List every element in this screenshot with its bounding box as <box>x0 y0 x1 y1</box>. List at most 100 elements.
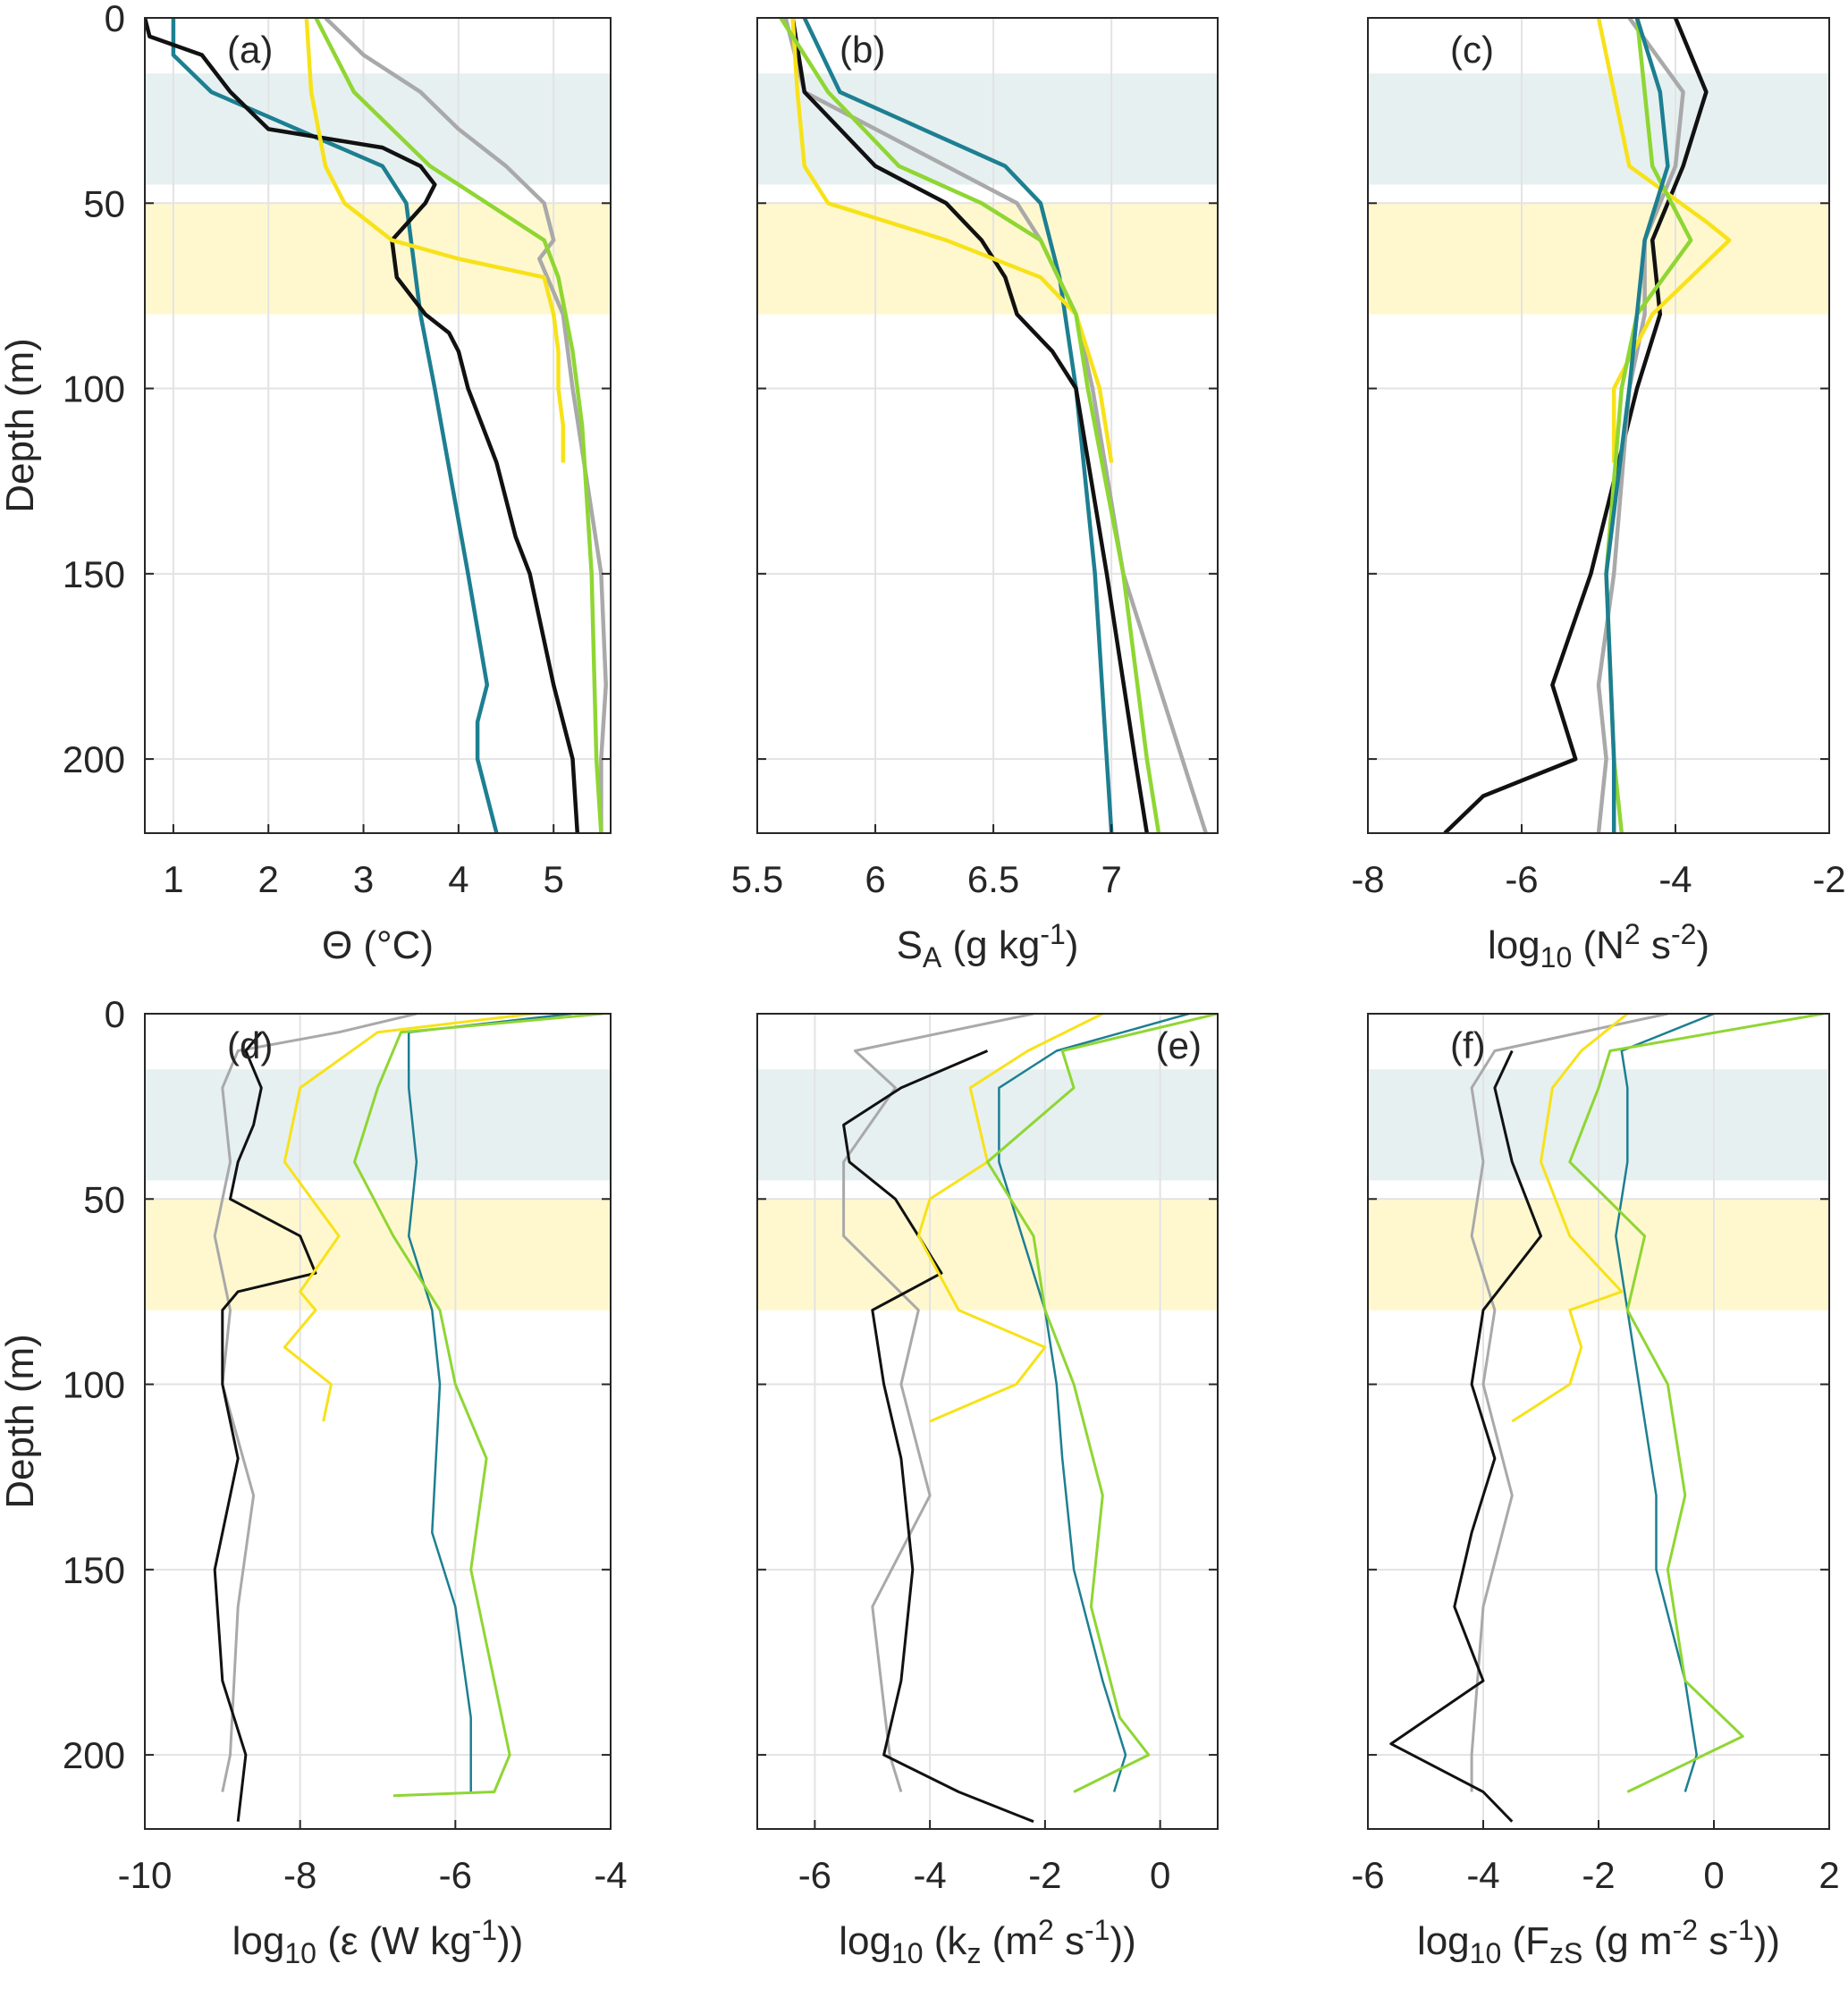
x-tick-label: 4 <box>448 858 468 900</box>
depth-band <box>145 1199 611 1311</box>
x-tick-label: 1 <box>163 858 183 900</box>
x-axis-label-part: S <box>897 923 923 967</box>
x-axis-label: log10 (FzS (g m-2 s-1)) <box>1417 1914 1780 1969</box>
x-axis-label-part: -2 <box>1671 918 1696 950</box>
panel-label: (f) <box>1450 1024 1486 1066</box>
series-group <box>1443 18 1732 833</box>
series-group <box>145 18 608 833</box>
series-line-gray <box>213 1014 418 1792</box>
x-tick-label: -2 <box>1028 1854 1061 1896</box>
panel-label: (d) <box>227 1024 273 1066</box>
panel-label: (e) <box>1156 1024 1202 1066</box>
x-axis-label-part: (g m <box>1582 1919 1672 1963</box>
depth-band <box>1368 203 1829 315</box>
y-tick-label: 150 <box>63 553 125 595</box>
x-axis-label-part: z <box>966 1937 981 1969</box>
x-tick-label: -8 <box>1351 858 1384 900</box>
panel-e: -6 -4 -2 0 log10 (kz (m2 s-1)) (e) <box>756 1013 1219 1969</box>
x-axis-label-part: 2 <box>1038 1914 1054 1946</box>
x-axis-label-part: 10 <box>891 1937 924 1969</box>
axes-box <box>144 1013 612 1830</box>
panel-label: (a) <box>227 29 273 71</box>
series-line-black <box>1443 18 1709 833</box>
depth-band <box>757 1199 1218 1311</box>
x-tick-label: -4 <box>1658 858 1692 900</box>
x-axis-label-part: (N <box>1572 923 1624 967</box>
x-tick-label: -2 <box>1812 858 1845 900</box>
x-axis-label-part: A <box>923 941 942 973</box>
x-tick-label: -4 <box>1466 1854 1499 1896</box>
axes-box <box>144 17 612 834</box>
y-axis-label: Depth (m) <box>0 1334 42 1509</box>
series-line-black <box>842 1049 1034 1824</box>
depth-band <box>145 73 611 185</box>
series-line-black <box>145 18 580 833</box>
x-axis-label-part: s <box>1698 1919 1728 1963</box>
x-axis-label-part: )) <box>1754 1919 1780 1963</box>
series-line-teal <box>407 1014 572 1792</box>
x-axis-label-part: log <box>1417 1919 1470 1963</box>
x-axis-label-part: (g kg <box>941 923 1040 967</box>
x-tick-label: -2 <box>1582 1854 1615 1896</box>
x-axis-label-part: (ε (W kg <box>316 1919 472 1963</box>
series-line-yellow <box>790 18 1114 463</box>
y-tick-label: 50 <box>83 1178 125 1220</box>
series-line-yellow <box>1511 1014 1629 1423</box>
x-tick-label: 5.5 <box>731 858 783 900</box>
series-line-yellow <box>916 1014 1103 1423</box>
panel-b: 5.5 6 6.5 7 SA (g kg-1) (b) <box>731 17 1219 973</box>
y-tick-label: 200 <box>63 1734 125 1776</box>
x-axis-label-part: 10 <box>1540 941 1573 973</box>
x-axis-label-part: s <box>1641 923 1671 967</box>
series-line-green <box>779 18 1161 833</box>
x-tick-label: 3 <box>353 858 374 900</box>
x-tick-label: -6 <box>1505 858 1538 900</box>
axes-box <box>1367 17 1830 834</box>
x-axis-label: log10 (N2 s-2) <box>1488 918 1709 973</box>
series-line-black <box>213 1031 317 1822</box>
x-tick-label: 0 <box>1150 1854 1170 1896</box>
panel-label: (b) <box>840 29 885 71</box>
x-axis-label-part: 10 <box>1470 1937 1502 1969</box>
y-tick-label: 0 <box>105 0 125 39</box>
x-axis-label-part: (k <box>924 1919 968 1963</box>
x-tick-label: 5 <box>544 858 564 900</box>
x-tick-label: 2 <box>258 858 279 900</box>
x-tick-label: 6 <box>865 858 885 900</box>
x-tick-label: -4 <box>913 1854 946 1896</box>
x-tick-label: -8 <box>283 1854 316 1896</box>
x-tick-label: 6.5 <box>967 858 1019 900</box>
x-axis-label-part: (m <box>981 1919 1038 1963</box>
x-axis-label-part: ) <box>1066 923 1079 967</box>
series-group <box>213 1014 603 1822</box>
x-axis-label-part: zS <box>1549 1937 1582 1969</box>
y-tick-label: 150 <box>63 1549 125 1591</box>
x-axis-label-part: )) <box>1110 1919 1135 1963</box>
x-axis-label-part: )) <box>497 1919 523 1963</box>
series-line-black <box>1389 1049 1542 1823</box>
x-axis-label-part: log <box>839 1919 891 1963</box>
series-line-green <box>1568 1014 1824 1793</box>
x-tick-label: -6 <box>439 1854 472 1896</box>
x-axis-label-part: s <box>1054 1919 1084 1963</box>
depth-band <box>1368 73 1829 185</box>
x-axis-label-part: -1 <box>1728 1914 1753 1946</box>
x-axis-label: log10 (ε (W kg-1)) <box>232 1914 524 1969</box>
series-line-gray <box>1470 1014 1668 1792</box>
y-tick-label: 0 <box>105 993 125 1035</box>
series-line-black <box>790 18 1150 833</box>
series-line-yellow <box>283 1014 534 1422</box>
x-tick-label: -10 <box>118 1854 173 1896</box>
axes-box <box>756 1013 1219 1830</box>
x-axis-label: Θ (°C) <box>322 923 434 967</box>
x-axis-label-part: -1 <box>1084 1914 1110 1946</box>
series-line-green <box>353 1014 603 1798</box>
series-line-green <box>986 1014 1218 1793</box>
x-axis-label-part: (F <box>1501 1919 1549 1963</box>
x-tick-label: 2 <box>1818 1854 1839 1896</box>
series-line-green <box>314 18 603 833</box>
